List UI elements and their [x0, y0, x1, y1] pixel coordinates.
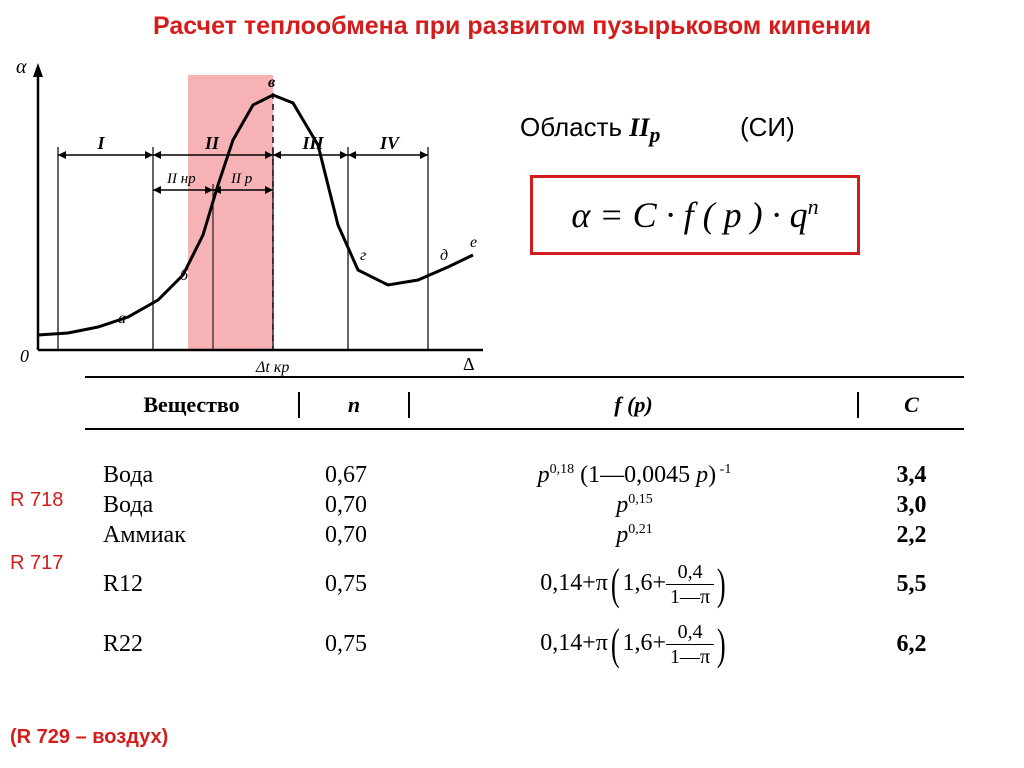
svg-text:б: б — [180, 267, 189, 284]
table-rule — [85, 376, 964, 378]
col-fp: f (p) — [410, 392, 859, 418]
svg-text:Δt кр: Δt кр — [255, 359, 289, 376]
main-formula: α = C · f ( p ) · qn — [530, 175, 860, 255]
svg-text:г: г — [360, 247, 366, 264]
table-row: R220,750,14+π(1,6+0,41—π)6,2 — [85, 610, 964, 670]
col-c: С — [859, 392, 964, 418]
svg-text:I: I — [97, 133, 106, 153]
footnote-air: (R 729 – воздух) — [10, 726, 168, 749]
svg-text:0: 0 — [20, 346, 29, 366]
refrigerant-label-r717: R 717 — [10, 552, 63, 575]
coefficients-table: Вещество n f (p) С Вода0,67p0,18 (1—0,00… — [85, 376, 964, 670]
svg-text:д: д — [440, 247, 448, 264]
col-n: n — [300, 392, 410, 418]
boiling-curve-chart: α0ΔΔt крIIIIIIIVII нрII рабвгде — [8, 55, 488, 380]
svg-text:III: III — [302, 133, 325, 153]
table-row: R120,750,14+π(1,6+0,41—π)5,5 — [85, 550, 964, 610]
units-label: (СИ) — [740, 112, 795, 143]
svg-text:IV: IV — [379, 133, 401, 153]
svg-text:е: е — [470, 234, 477, 251]
table-row: Вода0,70p0,153,0 — [85, 490, 964, 520]
svg-text:II: II — [204, 133, 220, 153]
table-rule — [85, 428, 964, 430]
svg-text:α: α — [16, 56, 27, 78]
svg-text:II р: II р — [230, 171, 253, 187]
svg-text:а: а — [118, 310, 126, 327]
region-label: Область IIp — [520, 112, 660, 148]
svg-text:Δ: Δ — [463, 354, 475, 374]
table-row: Вода0,67p0,18 (1—0,0045 p) -13,4 — [85, 460, 964, 490]
refrigerant-label-r718: R 718 — [10, 489, 63, 512]
table-header-row: Вещество n f (p) С — [85, 384, 964, 428]
table-row: Аммиак0,70p0,212,2 — [85, 520, 964, 550]
page-title: Расчет теплообмена при развитом пузырько… — [20, 12, 1004, 41]
col-substance: Вещество — [85, 392, 300, 418]
svg-text:в: в — [268, 74, 275, 91]
svg-text:II нр: II нр — [166, 171, 196, 187]
